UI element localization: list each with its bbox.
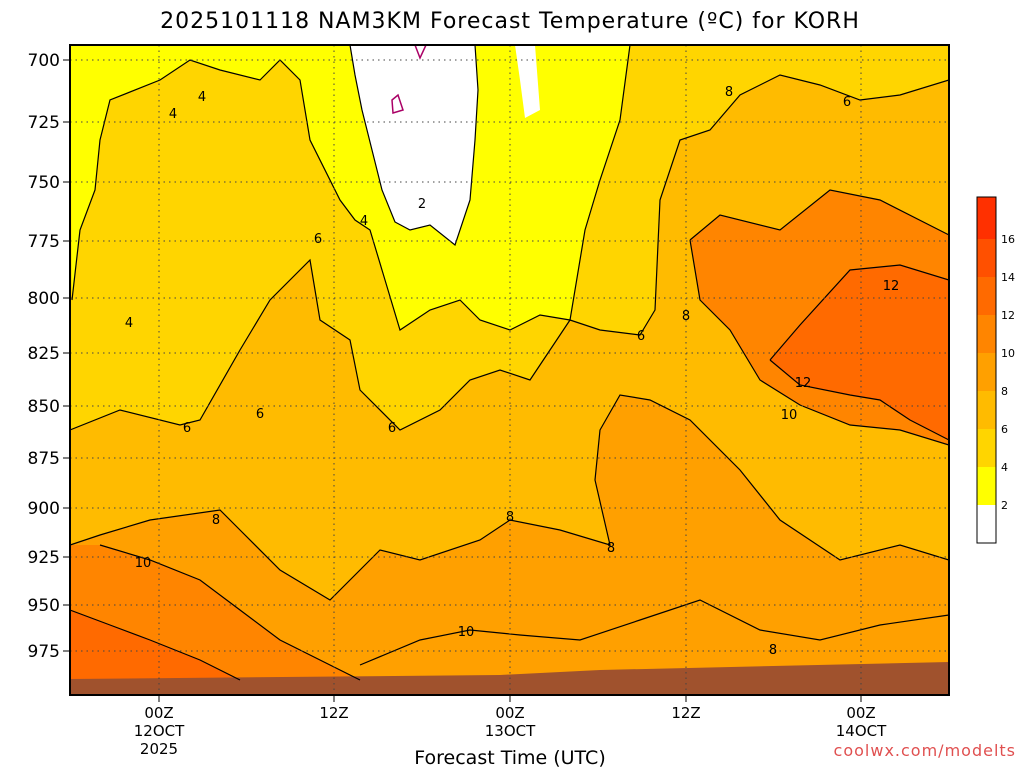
y-tick-label: 900 xyxy=(28,499,60,519)
contour-label: 8 xyxy=(682,309,690,324)
contour-label: 10 xyxy=(135,556,152,571)
colorbar-label: 10 xyxy=(1001,347,1015,360)
credit-text: coolwx.com/modelts xyxy=(834,741,1016,760)
band-below-2 xyxy=(350,45,478,245)
contour-line-2c xyxy=(349,45,479,247)
y-axis: 700 725 750 775 800 825 850 875 900 925 … xyxy=(28,51,70,662)
contour-label: 4 xyxy=(360,214,368,229)
x-axis: 00Z 12OCT 2025 12Z 00Z 13OCT 12Z 00Z 14O… xyxy=(134,695,887,768)
colorbar-swatch xyxy=(977,239,996,277)
x-tick-label: 00Z xyxy=(495,704,524,722)
contour-label: 8 xyxy=(506,510,514,525)
contour-label: 6 xyxy=(183,421,191,436)
y-tick-label: 850 xyxy=(28,397,60,417)
y-tick-label: 775 xyxy=(28,232,60,252)
contour-label: 10 xyxy=(781,408,798,423)
colorbar-swatch xyxy=(977,277,996,315)
colorbar-frame xyxy=(976,196,997,544)
contour-line-4c xyxy=(71,45,631,331)
colorbar-swatch xyxy=(977,391,996,429)
colorbar-label: 2 xyxy=(1001,499,1008,512)
contour-line-12c xyxy=(70,264,949,681)
x-grid xyxy=(158,45,862,695)
colorbar-swatch xyxy=(977,197,996,239)
colorbar-label: 16 xyxy=(1001,233,1015,246)
x-axis-title: Forecast Time (UTC) xyxy=(414,747,605,768)
y-grid xyxy=(70,59,949,652)
contour-label: 8 xyxy=(212,513,220,528)
plot-area: 2 4 4 4 4 6 6 6 6 6 6 8 8 8 8 8 8 10 10 … xyxy=(70,45,949,695)
contour-label: 6 xyxy=(843,95,851,110)
chart-title: 2025101118 NAM3KM Forecast Temperature (… xyxy=(160,9,860,34)
band-12-14 xyxy=(770,265,949,440)
x-tick-label: 12Z xyxy=(671,704,700,722)
x-tick-label: 00Z xyxy=(846,704,875,722)
contour-label: 8 xyxy=(607,541,615,556)
colorbar-swatch xyxy=(977,505,996,543)
contour-line-8c xyxy=(70,394,949,601)
y-tick-label: 975 xyxy=(28,642,60,662)
contour-label: 2 xyxy=(418,197,426,212)
colorbar-label: 4 xyxy=(1001,461,1008,474)
colorbar-swatch xyxy=(977,467,996,505)
contour-label: 8 xyxy=(769,643,777,658)
band-below-2-patch xyxy=(515,45,540,118)
contour-label: 8 xyxy=(725,85,733,100)
y-tick-label: 700 xyxy=(28,51,60,71)
y-tick-label: 825 xyxy=(28,344,60,364)
colorbar-label: 12 xyxy=(1001,309,1015,322)
y-tick-label: 725 xyxy=(28,113,60,133)
contour-label: 6 xyxy=(637,329,645,344)
x-tick-label: 00Z xyxy=(144,704,173,722)
colorbar-swatch xyxy=(977,315,996,353)
colorbar-swatch xyxy=(977,429,996,467)
contour-label: 4 xyxy=(125,316,133,331)
y-tick-label: 800 xyxy=(28,289,60,309)
contour-line-6c xyxy=(70,74,949,431)
y-tick-label: 925 xyxy=(28,548,60,568)
contour-labels: 2 4 4 4 4 6 6 6 6 6 6 8 8 8 8 8 8 10 10 … xyxy=(125,85,899,658)
colorbar-label: 8 xyxy=(1001,385,1008,398)
colorbar-label: 14 xyxy=(1001,271,1015,284)
contour-line-0c xyxy=(391,45,427,114)
band-12-14-lower xyxy=(70,610,240,690)
y-tick-label: 750 xyxy=(28,173,60,193)
y-tick-label: 875 xyxy=(28,449,60,469)
x-tick-date: 14OCT xyxy=(836,722,887,740)
contour-label: 4 xyxy=(169,107,177,122)
y-tick-label: 950 xyxy=(28,596,60,616)
contour-line-10c xyxy=(99,189,949,681)
x-tick-date: 13OCT xyxy=(485,722,536,740)
contour-label: 12 xyxy=(795,376,812,391)
contour-label: 6 xyxy=(314,232,322,247)
contour-label: 10 xyxy=(458,625,475,640)
contour-label: 6 xyxy=(388,421,396,436)
contour-label: 6 xyxy=(256,407,264,422)
colorbar-swatch xyxy=(977,353,996,391)
band-2-4 xyxy=(70,45,630,330)
contour-label: 4 xyxy=(198,90,206,105)
contour-label: 12 xyxy=(883,279,900,294)
contour-line-10c-bottom xyxy=(359,599,949,666)
x-tick-label: 12Z xyxy=(319,704,348,722)
x-tick-year: 2025 xyxy=(140,740,178,758)
x-tick-date: 12OCT xyxy=(134,722,185,740)
colorbar-label: 6 xyxy=(1001,423,1008,436)
colorbar: 2 4 6 8 10 12 14 16 xyxy=(976,196,1015,544)
